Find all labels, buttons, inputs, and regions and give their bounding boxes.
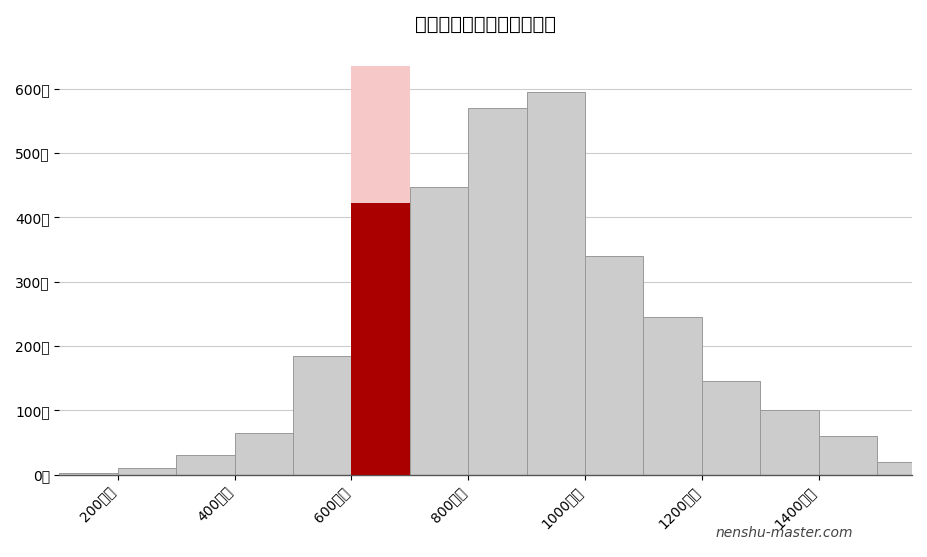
- Bar: [760, 411, 819, 475]
- Bar: [585, 256, 643, 475]
- Bar: [235, 433, 293, 475]
- Bar: [410, 187, 468, 475]
- Bar: [293, 355, 351, 475]
- Bar: [527, 92, 585, 475]
- Bar: [351, 66, 410, 475]
- Bar: [351, 203, 410, 475]
- Bar: [118, 468, 176, 475]
- Bar: [59, 473, 118, 475]
- Title: 川崎地質の年収ポジション: 川崎地質の年収ポジション: [415, 15, 556, 34]
- Bar: [176, 455, 235, 475]
- Bar: [702, 382, 760, 475]
- Text: nenshu-master.com: nenshu-master.com: [716, 526, 853, 540]
- Bar: [819, 436, 877, 475]
- Bar: [643, 317, 702, 475]
- Bar: [877, 462, 927, 475]
- Bar: [468, 108, 527, 475]
